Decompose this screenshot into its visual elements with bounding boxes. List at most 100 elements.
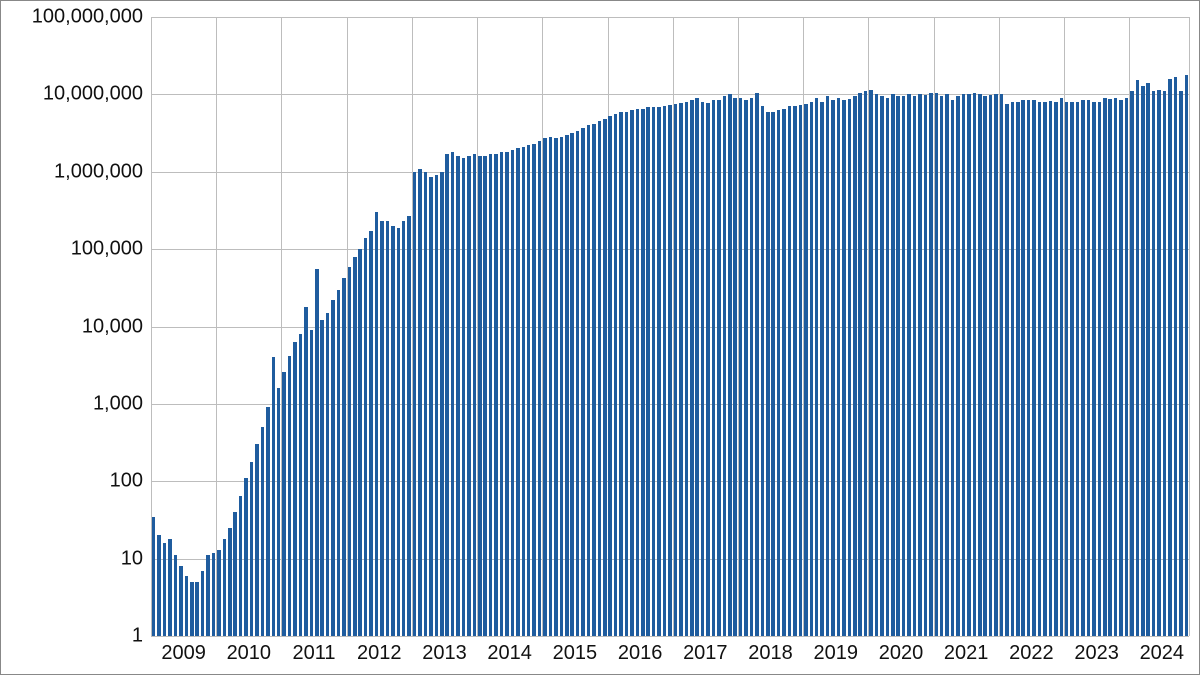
bar (293, 342, 297, 636)
bar (978, 94, 982, 636)
bar (1146, 83, 1150, 636)
bar (690, 100, 694, 636)
bar (272, 357, 276, 636)
bar (157, 535, 161, 636)
bar (581, 128, 585, 636)
bar (761, 106, 765, 636)
bar (353, 257, 357, 636)
bar (282, 372, 286, 636)
bar (565, 135, 569, 636)
bar (331, 300, 335, 636)
bar (636, 109, 640, 636)
bar (831, 100, 835, 636)
bar (924, 95, 928, 636)
bar (1076, 102, 1080, 636)
bar (989, 95, 993, 636)
bar (1092, 102, 1096, 636)
bar (478, 156, 482, 636)
bar (380, 221, 384, 636)
bar (375, 212, 379, 636)
bar (342, 278, 346, 636)
bar (1087, 100, 1091, 636)
bar (1130, 91, 1134, 636)
bar (456, 156, 460, 636)
bar (793, 106, 797, 636)
bar (788, 106, 792, 636)
bar (929, 93, 933, 636)
bar (1081, 100, 1085, 636)
bar (1114, 98, 1118, 636)
bar (424, 172, 428, 636)
x-tick-label: 2013 (422, 642, 467, 665)
bar (608, 116, 612, 636)
bar (310, 330, 314, 636)
bar (435, 175, 439, 636)
y-tick-label: 1,000 (93, 392, 143, 415)
bar (320, 320, 324, 636)
x-tick-label: 2012 (357, 642, 402, 665)
bar (358, 249, 362, 636)
bar (603, 119, 607, 636)
bar (299, 334, 303, 636)
bar (277, 388, 281, 636)
bar (940, 96, 944, 636)
bar (369, 231, 373, 636)
bar (799, 105, 803, 636)
bar (891, 94, 895, 636)
bar (1043, 102, 1047, 636)
bar (1005, 104, 1009, 636)
bar (255, 444, 259, 636)
bar (326, 313, 330, 636)
bar (706, 103, 710, 636)
bar (886, 98, 890, 636)
bar (619, 112, 623, 636)
bar (1152, 91, 1156, 636)
bar (511, 150, 515, 636)
x-tick-label: 2018 (748, 642, 793, 665)
log-bar-chart: 1101001,00010,000100,0001,000,00010,000,… (0, 0, 1200, 675)
bar (592, 124, 596, 636)
bar (212, 553, 216, 637)
bar (630, 110, 634, 636)
bar (494, 154, 498, 636)
bar (261, 427, 265, 636)
bar (185, 576, 189, 636)
bar (739, 98, 743, 636)
bar (163, 543, 167, 636)
bar (266, 407, 270, 636)
bar (1054, 102, 1058, 636)
bar (668, 105, 672, 636)
bar (625, 112, 629, 636)
bar (152, 517, 156, 636)
y-tick-label: 10,000,000 (43, 83, 143, 106)
bar (190, 582, 194, 636)
x-tick-label: 2011 (293, 642, 336, 665)
bar (522, 147, 526, 636)
bar (1174, 77, 1178, 636)
bar (717, 100, 721, 636)
x-tick-label: 2010 (227, 642, 272, 665)
y-tick-label: 100,000,000 (32, 6, 143, 29)
x-tick-label: 2009 (161, 642, 206, 665)
bar (201, 571, 205, 636)
bar (994, 94, 998, 636)
bar (397, 228, 401, 636)
bar (554, 138, 558, 636)
gridline-horizontal (151, 636, 1189, 637)
bar (174, 555, 178, 636)
bar (560, 137, 564, 636)
bar (576, 131, 580, 636)
bar (538, 141, 542, 636)
bar (1163, 91, 1167, 636)
bar (858, 93, 862, 636)
bar (348, 267, 352, 636)
gridline-vertical (216, 17, 217, 636)
bar (407, 216, 411, 636)
bar (918, 94, 922, 636)
bar (391, 226, 395, 636)
bar (973, 93, 977, 636)
bar (1168, 79, 1172, 636)
bar (750, 98, 754, 636)
bar (445, 154, 449, 636)
bar (853, 96, 857, 636)
